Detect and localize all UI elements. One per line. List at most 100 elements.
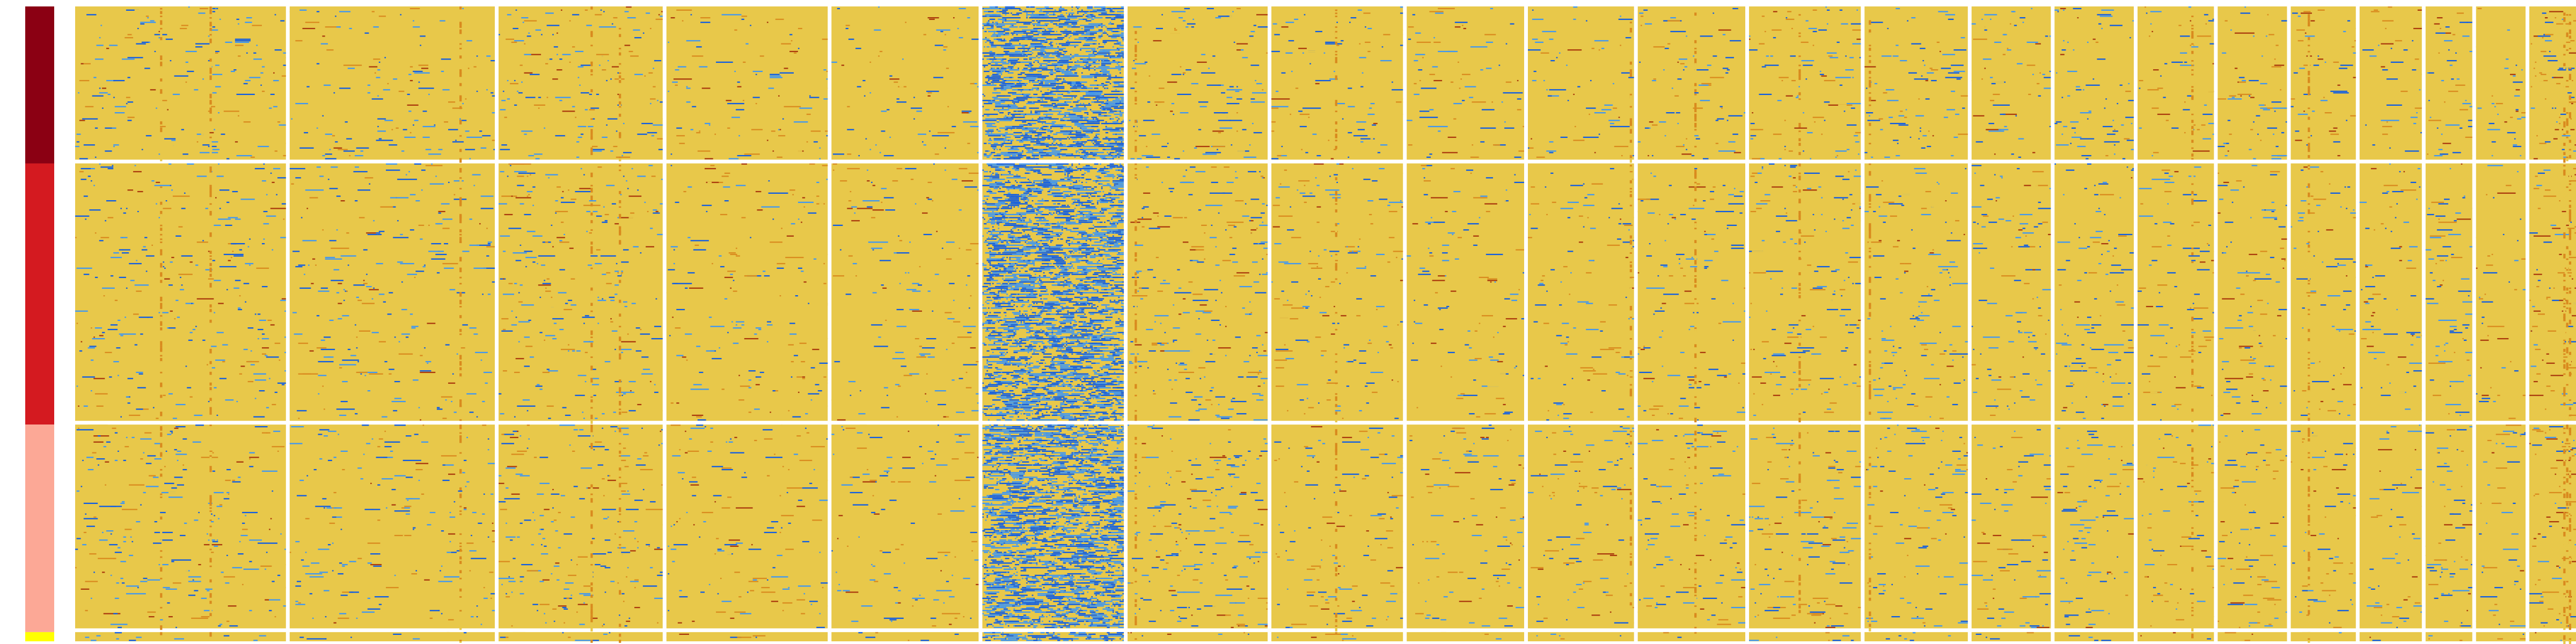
- heatmap-cell-run: [630, 581, 639, 582]
- heatmap-cell-run: [364, 509, 380, 510]
- heatmap-cell-run: [122, 569, 129, 570]
- heatmap-hot-column-cell: [590, 129, 592, 134]
- heatmap-cell-run: [938, 48, 950, 49]
- heatmap-hot-column-cell: [160, 343, 162, 346]
- heatmap-cell-run: [637, 458, 641, 459]
- heatmap-cell-run: [823, 376, 826, 377]
- heatmap-cell-run: [204, 544, 222, 545]
- heatmap-cell-run: [202, 240, 204, 241]
- heatmap-hot-column-cell: [459, 243, 462, 245]
- heatmap-cell-run: [800, 66, 804, 67]
- heatmap-cell-run: [394, 559, 396, 560]
- heatmap-cell-run: [1064, 30, 1067, 31]
- heatmap-cell-run: [394, 575, 396, 576]
- heatmap-cell-run: [826, 179, 828, 180]
- heatmap-cell-run: [318, 548, 330, 550]
- heatmap-cell-run: [565, 415, 571, 416]
- heatmap-cell-run: [102, 572, 105, 573]
- heatmap-cell-run: [537, 152, 544, 153]
- heatmap-cell-run: [85, 218, 86, 219]
- heatmap-cell-run: [982, 106, 984, 107]
- heatmap-cell-run: [857, 208, 873, 209]
- heatmap-panel-background: [831, 632, 978, 641]
- heatmap-cell-run: [608, 60, 609, 61]
- heatmap-cell-run: [1025, 10, 1027, 11]
- heatmap-cell-run: [1114, 140, 1124, 141]
- heatmap-cell-run: [657, 575, 663, 576]
- heatmap-cell-run: [372, 11, 375, 12]
- heatmap-cell-run: [472, 189, 492, 191]
- heatmap-cell-run: [163, 374, 170, 375]
- heatmap-cell-run: [751, 180, 761, 181]
- heatmap-cell-run: [81, 168, 91, 169]
- heatmap-hot-column-cell: [160, 355, 162, 356]
- heatmap-cell-run: [312, 586, 314, 587]
- heatmap-cell-run: [500, 413, 504, 414]
- heatmap-cell-run: [140, 438, 151, 440]
- heatmap-cell-run: [676, 355, 683, 356]
- heatmap-cell-run: [454, 180, 464, 181]
- heatmap-cell-run: [977, 402, 979, 404]
- heatmap-cell-run: [959, 168, 969, 169]
- heatmap-cell-run: [159, 31, 160, 32]
- heatmap-cell-run: [479, 223, 481, 224]
- heatmap-cell-run: [332, 543, 334, 544]
- heatmap-cell-run: [811, 138, 815, 140]
- heatmap-hot-column-cell: [160, 51, 162, 54]
- heatmap-hot-column-cell: [619, 487, 621, 492]
- heatmap-cell-run: [415, 469, 422, 470]
- heatmap-cell-run: [421, 170, 426, 171]
- heatmap-cell-run: [477, 55, 478, 56]
- heatmap-cell-run: [147, 580, 161, 581]
- heatmap-cell-run: [120, 208, 122, 209]
- heatmap-cell-run: [239, 541, 241, 542]
- heatmap-cell-run: [342, 564, 348, 565]
- heatmap-cell-run: [575, 191, 590, 192]
- heatmap-cell-run: [135, 64, 137, 65]
- heatmap-cell-run: [129, 263, 142, 264]
- heatmap-cell-run: [880, 260, 891, 261]
- heatmap-cell-run: [598, 323, 599, 324]
- heatmap-cell-run: [637, 541, 639, 542]
- heatmap-cell-run: [442, 228, 449, 229]
- heatmap-cell-run: [299, 68, 305, 69]
- heatmap-cell-run: [819, 613, 821, 614]
- heatmap-hot-column-cell: [590, 34, 592, 37]
- heatmap-cell-run: [844, 194, 862, 195]
- heatmap-hot-column-cell: [590, 477, 592, 478]
- heatmap-cell-run: [170, 431, 173, 432]
- heatmap-cell-run: [811, 399, 813, 400]
- heatmap-cell-run: [197, 241, 208, 243]
- heatmap-cell-run: [184, 570, 188, 571]
- heatmap-cell-run: [774, 561, 782, 562]
- heatmap-cell-run: [484, 372, 492, 373]
- heatmap-cell-run: [565, 16, 575, 17]
- heatmap-cell-run: [239, 249, 242, 250]
- heatmap-cell-run: [242, 512, 258, 513]
- heatmap-cell-run: [729, 309, 731, 310]
- heatmap-cell-run: [729, 442, 733, 443]
- heatmap-cell-run: [802, 376, 805, 377]
- heatmap-cell-run: [400, 60, 401, 61]
- heatmap-hot-column-cell: [209, 566, 211, 567]
- heatmap-cell-run: [647, 320, 650, 321]
- heatmap-cell-run: [283, 564, 286, 565]
- heatmap-cell-run: [672, 383, 674, 384]
- heatmap-cell-run: [723, 486, 726, 487]
- heatmap-cell-run: [1074, 123, 1076, 124]
- heatmap-cell-run: [822, 304, 828, 305]
- heatmap-cell-run: [605, 567, 611, 568]
- heatmap-hot-column-cell: [459, 72, 462, 77]
- heatmap-cell-run: [608, 480, 616, 481]
- heatmap-cell-run: [292, 312, 297, 313]
- heatmap-cell-run: [98, 558, 115, 559]
- heatmap-cell-run: [737, 202, 739, 203]
- heatmap-cell-run: [133, 297, 140, 298]
- heatmap-cell-run: [225, 480, 231, 481]
- heatmap-cell-run: [363, 453, 365, 455]
- heatmap-cell-run: [750, 25, 751, 26]
- heatmap-cell-run: [862, 80, 865, 81]
- heatmap-cell-run: [895, 208, 897, 209]
- heatmap-cell-run: [190, 261, 193, 262]
- heatmap-cell-run: [602, 428, 603, 429]
